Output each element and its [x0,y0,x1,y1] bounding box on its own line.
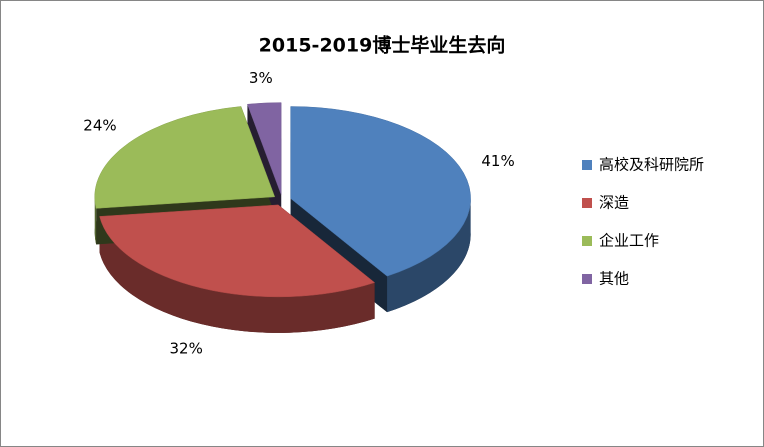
chart-title: 2015-2019博士毕业生去向 [259,34,506,57]
legend-label: 其他 [599,270,629,288]
pie-tops [94,102,471,298]
legend-label: 高校及科研院所 [599,156,704,174]
legend-label: 深造 [599,194,629,212]
pie-slice [94,106,276,209]
legend-swatch [582,236,592,246]
slice-side [247,104,282,231]
pie-slice [290,106,471,277]
data-label: 41% [481,152,514,170]
data-label: 3% [249,69,273,87]
data-label: 24% [83,116,116,134]
data-labels: 41% 32% 24% 3% [83,69,514,357]
slice-wall [99,216,375,333]
legend-label: 企业工作 [599,232,659,250]
pie-slice [247,102,282,195]
legend-swatch [582,160,592,170]
legend-swatch [582,274,592,284]
data-label: 32% [170,339,203,357]
slice-wall [94,196,97,245]
pie-slice [99,204,376,298]
legend-swatch [582,198,592,208]
slice-wall [387,198,471,313]
